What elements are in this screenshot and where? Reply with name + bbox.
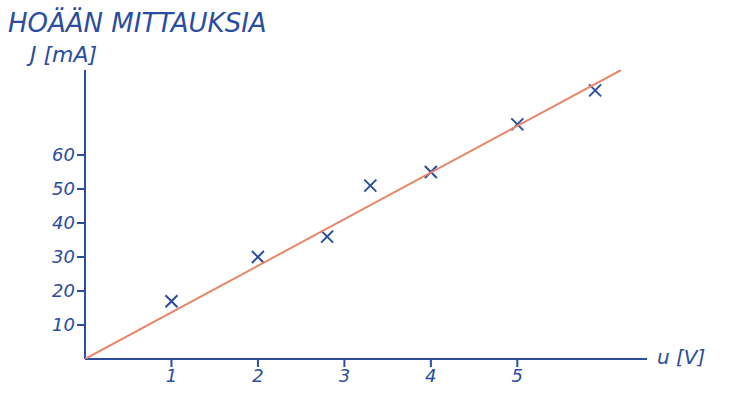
svg-text:4: 4 <box>425 365 436 386</box>
svg-text:1: 1 <box>166 365 177 386</box>
svg-text:2: 2 <box>252 365 263 386</box>
svg-text:10: 10 <box>52 314 75 335</box>
svg-text:20: 20 <box>52 280 75 301</box>
svg-text:60: 60 <box>52 144 75 165</box>
svg-text:5: 5 <box>512 365 523 386</box>
html-text:HOÄÄN MITTAUKSIA: HOÄÄN MITTAUKSIA <box>8 8 267 38</box>
html-text:J [mA]: J [mA] <box>30 42 98 67</box>
svg-text:40: 40 <box>52 212 75 233</box>
svg-text:3: 3 <box>339 365 350 386</box>
svg-text:30: 30 <box>52 246 75 267</box>
svg-text:50: 50 <box>52 178 75 199</box>
html-text:u [V]: u [V] <box>657 345 706 369</box>
